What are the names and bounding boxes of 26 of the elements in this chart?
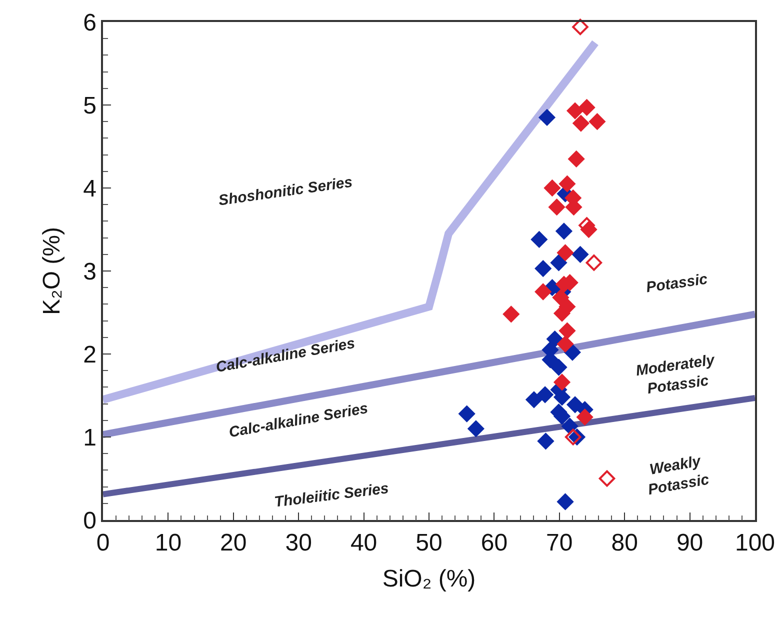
x-tick-label: 80	[611, 530, 638, 557]
x-tick-label: 20	[220, 530, 247, 557]
annotation: Weakly Potassic	[646, 452, 712, 499]
x-tick-label: 90	[676, 530, 704, 557]
x-tick-label: 60	[480, 530, 508, 557]
x-tick-label: 40	[350, 530, 378, 557]
x-tick-label: 100	[734, 530, 776, 557]
x-tick-label: 50	[416, 530, 442, 557]
y-tick-label: 4	[83, 175, 96, 202]
annotation: Tholeiitic Series	[273, 480, 390, 511]
y-tick-label: 3	[83, 258, 96, 286]
annotation: Calc-alkaline Series	[228, 400, 370, 442]
x-tick-label: 30	[285, 530, 312, 557]
y-tick-label: 0	[83, 507, 96, 534]
y-tick-label: 5	[83, 92, 96, 120]
y-tick-label: 6	[83, 9, 96, 36]
annotation: Moderately Potassic	[634, 352, 716, 398]
y-axis-title: K₂O (%)	[38, 227, 66, 315]
x-tick-label: 10	[154, 530, 182, 557]
y-tick-label: 1	[83, 424, 96, 452]
x-axis-title: SiO₂ (%)	[382, 565, 476, 592]
x-tick-label: 70	[546, 530, 573, 557]
annotation: Potassic	[645, 270, 710, 296]
annotation: Shoshonitic Series	[218, 174, 354, 210]
y-tick-label: 2	[83, 341, 96, 368]
annotation: Calc-alkaline Series	[214, 334, 356, 376]
